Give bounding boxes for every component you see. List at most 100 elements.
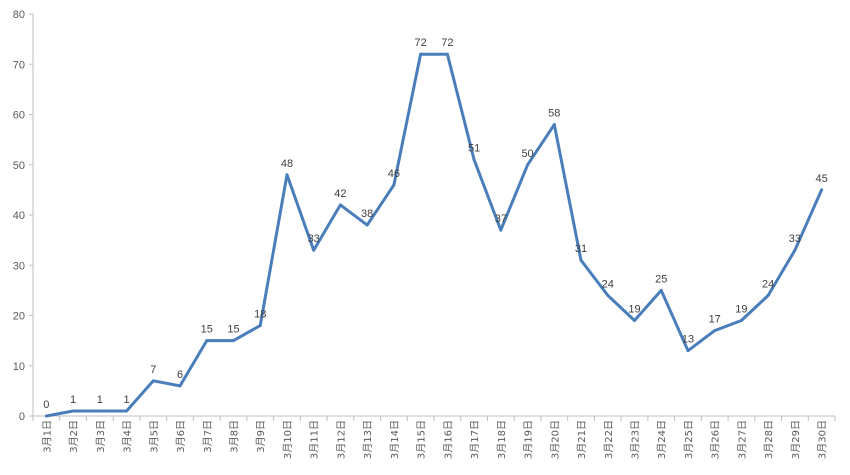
data-label: 31 — [575, 243, 587, 255]
data-label: 24 — [762, 278, 774, 290]
data-label: 46 — [388, 168, 400, 180]
x-tick-label: 3月6日 — [175, 420, 187, 453]
data-point — [312, 248, 316, 252]
x-tick-label: 3月19日 — [523, 420, 535, 459]
y-tick-label: 20 — [13, 311, 25, 323]
data-label: 50 — [521, 148, 533, 160]
data-label: 19 — [628, 304, 640, 316]
data-point — [232, 339, 235, 343]
data-label: 13 — [682, 334, 694, 346]
data-point — [686, 349, 690, 353]
data-label: 72 — [415, 37, 427, 49]
data-label: 19 — [735, 304, 747, 316]
x-tick-label: 3月21日 — [576, 420, 588, 459]
data-point — [739, 319, 743, 323]
series — [44, 52, 824, 418]
x-tick-label: 3月15日 — [416, 420, 428, 459]
data-label: 15 — [227, 324, 239, 336]
y-tick-label: 0 — [19, 411, 25, 423]
data-label: 51 — [468, 143, 480, 155]
data-point — [820, 188, 824, 192]
data-point — [178, 384, 182, 388]
x-tick-label: 3月17日 — [469, 420, 481, 459]
data-label: 25 — [655, 273, 667, 285]
data-label: 37 — [495, 213, 507, 225]
data-point — [392, 183, 396, 187]
data-label: 15 — [201, 324, 213, 336]
data-point — [445, 52, 449, 56]
data-label: 48 — [281, 158, 293, 170]
data-label: 17 — [709, 314, 721, 326]
x-tick-label: 3月3日 — [95, 420, 107, 453]
x-tick-label: 3月26日 — [710, 420, 722, 459]
data-point — [793, 248, 797, 252]
data-point — [499, 228, 503, 232]
x-tick-label: 3月24日 — [656, 420, 668, 459]
x-tick-label: 3月23日 — [630, 420, 642, 459]
x-tick-label: 3月4日 — [122, 420, 134, 453]
data-point — [125, 409, 129, 413]
x-tick-label: 3月16日 — [442, 420, 454, 459]
y-tick-label: 50 — [13, 160, 25, 172]
data-point — [285, 173, 289, 177]
y-tick-label: 70 — [13, 59, 25, 71]
x-tick-label: 3月12日 — [335, 420, 347, 459]
y-tick-label: 10 — [13, 361, 25, 373]
y-tick-label: 30 — [13, 260, 25, 272]
series-line — [44, 52, 824, 418]
data-label: 58 — [548, 108, 560, 120]
axes — [32, 14, 835, 417]
y-tick-label: 80 — [13, 9, 25, 21]
data-label: 7 — [150, 364, 156, 376]
data-point — [526, 163, 530, 167]
data-label: 38 — [361, 208, 373, 220]
x-tick-label: 3月30日 — [817, 420, 829, 459]
x-tick-label: 3月25日 — [683, 420, 695, 459]
data-label: 33 — [308, 233, 320, 245]
data-label: 72 — [441, 37, 453, 49]
data-label: 0 — [43, 399, 49, 411]
data-label: 42 — [334, 188, 346, 200]
y-tick-label: 40 — [13, 210, 25, 222]
data-point — [766, 293, 770, 297]
data-label: 45 — [816, 173, 828, 185]
data-label: 18 — [254, 309, 266, 321]
x-tick-label: 3月1日 — [41, 420, 53, 453]
x-tick-label: 3月11日 — [309, 420, 321, 459]
x-tick-label: 3月7日 — [202, 420, 214, 453]
x-tick-label: 3月20日 — [549, 420, 561, 459]
data-point — [633, 319, 636, 323]
data-label: 33 — [789, 233, 801, 245]
data-point — [579, 258, 583, 262]
data-point — [151, 379, 155, 383]
x-tick-label: 3月22日 — [603, 420, 615, 459]
y-tick-label: 60 — [13, 110, 25, 122]
data-point — [659, 288, 663, 292]
data-point — [71, 409, 75, 413]
data-point — [338, 203, 342, 207]
y-axis-ticks: 0 10 20 30 40 50 60 70 80 — [13, 9, 33, 423]
data-labels: 0 1 1 17 6 15 15 18 48 33 42 38 46 72 72 51 37 50 58 31 24 19… — [43, 37, 827, 411]
data-point — [98, 409, 102, 413]
data-point — [365, 223, 369, 227]
x-tick-label: 3月9日 — [255, 420, 267, 453]
x-tick-label: 3月27日 — [736, 420, 748, 459]
data-label: 6 — [177, 369, 183, 381]
data-point — [606, 293, 610, 297]
x-tick-label: 3月10日 — [282, 420, 294, 459]
data-point — [713, 329, 717, 333]
x-axis-ticks: 3月1日 3月2日 3月3日 3月4日 3月5日 3月6日 3月7日 3月8日 3月9日 3月10… — [32, 416, 836, 459]
data-label: 24 — [602, 278, 614, 290]
data-point — [258, 324, 262, 328]
data-point — [44, 414, 48, 418]
x-tick-label: 3月8日 — [229, 420, 241, 453]
data-point — [205, 339, 209, 343]
data-point — [552, 123, 556, 127]
data-point — [472, 158, 476, 162]
x-tick-label: 3月28日 — [763, 420, 775, 459]
data-label: 1 — [97, 394, 103, 406]
x-tick-label: 3月13日 — [362, 420, 374, 459]
x-tick-label: 3月2日 — [68, 420, 80, 453]
data-label: 1 — [124, 394, 130, 406]
